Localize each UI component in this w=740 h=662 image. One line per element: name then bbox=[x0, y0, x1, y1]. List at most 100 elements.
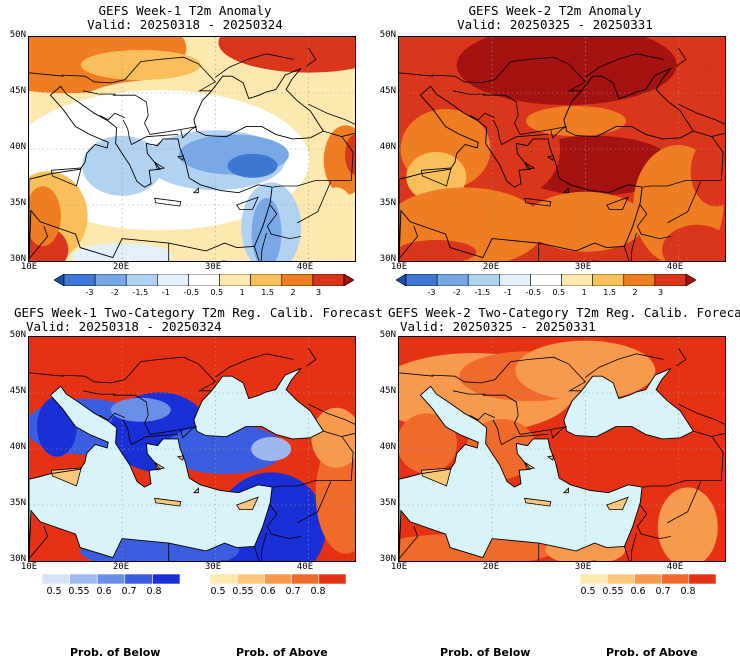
lon-label: 20E bbox=[482, 262, 500, 272]
colorbar-swatch bbox=[467, 274, 500, 286]
country-border bbox=[340, 132, 355, 152]
country-border bbox=[676, 347, 687, 367]
colorbar-tick-label: -1.5 bbox=[474, 288, 491, 297]
coastline bbox=[563, 67, 694, 140]
above-colorbar bbox=[210, 574, 346, 584]
country-border bbox=[260, 232, 267, 261]
lon-label: 30E bbox=[204, 562, 222, 572]
country-border bbox=[399, 72, 434, 77]
lon-label: 10E bbox=[20, 562, 38, 572]
coastline bbox=[50, 167, 82, 187]
coastline bbox=[563, 367, 694, 440]
above-caption: Prob. of Above bbox=[606, 646, 698, 659]
colorbar-tick-label: 0.55 bbox=[602, 586, 624, 597]
colorbar-swatch bbox=[281, 274, 314, 286]
lat-label: 45N bbox=[379, 86, 396, 96]
overlay bbox=[399, 37, 725, 261]
coastline bbox=[193, 67, 324, 140]
country-border bbox=[29, 72, 64, 77]
island-fill bbox=[154, 498, 181, 507]
anomaly-map[interactable] bbox=[398, 36, 726, 262]
colorbar-tick-label: 0.5 bbox=[210, 288, 224, 297]
colorbar-tick-label: -0.5 bbox=[525, 288, 542, 297]
colorbar-swatch bbox=[63, 274, 96, 286]
panel-title: GEFS Week-2 Two-Category T2m Reg. Calib.… bbox=[388, 305, 740, 320]
country-border bbox=[260, 532, 267, 561]
country-border bbox=[61, 356, 216, 392]
colorbar-swatch bbox=[623, 274, 656, 286]
country-border bbox=[452, 90, 486, 95]
panel-title: GEFS Week-1 Two-Category T2m Reg. Calib.… bbox=[14, 305, 383, 320]
colorbar-swatch bbox=[580, 574, 608, 584]
country-border bbox=[266, 504, 302, 540]
country-border bbox=[99, 112, 126, 121]
lon-label: 20E bbox=[112, 262, 130, 272]
colorbar-swatch bbox=[210, 574, 238, 584]
panel-week1-probability: GEFS Week-1 Two-Category T2m Reg. Calib.… bbox=[0, 300, 383, 662]
sea-fill bbox=[29, 386, 273, 561]
lat-label: 35N bbox=[9, 198, 26, 208]
lat-label: 50N bbox=[379, 30, 396, 40]
country-border bbox=[667, 181, 702, 224]
island-fill bbox=[606, 497, 629, 510]
lat-label: 40N bbox=[379, 142, 396, 152]
country-border bbox=[306, 47, 317, 67]
below-caption: Prob. of Below bbox=[70, 646, 161, 659]
shading-area bbox=[110, 397, 171, 422]
sea-fill bbox=[563, 368, 694, 439]
colorbar-tick-label: 1 bbox=[581, 288, 587, 297]
shading-area bbox=[80, 50, 201, 80]
anomaly-map[interactable] bbox=[28, 36, 356, 262]
shading-area bbox=[456, 37, 677, 105]
sea-fill bbox=[399, 386, 643, 561]
probability-map[interactable] bbox=[398, 336, 726, 562]
country-border bbox=[122, 419, 179, 446]
colorbar-tick-label: 0.55 bbox=[68, 586, 90, 597]
colorbar-tick-label: -2 bbox=[452, 288, 461, 297]
map-layers bbox=[29, 37, 355, 261]
colorbar-swatch bbox=[318, 574, 346, 584]
shading-area bbox=[82, 135, 163, 196]
panel-valid-dates: Valid: 20250318 - 20250324 bbox=[87, 17, 283, 32]
lon-label: 10E bbox=[390, 562, 408, 572]
coastline bbox=[193, 367, 324, 440]
coastline bbox=[420, 467, 452, 487]
country-border bbox=[550, 426, 567, 439]
above-colorbar bbox=[580, 574, 716, 584]
colorbar-tick-label: 0.8 bbox=[146, 586, 162, 597]
coastline bbox=[420, 167, 452, 187]
colorbar-tick-label: 0.55 bbox=[232, 586, 254, 597]
colorbar-swatch bbox=[291, 574, 320, 584]
country-border bbox=[272, 130, 354, 188]
country-border bbox=[676, 47, 687, 67]
coastline bbox=[606, 196, 629, 210]
panel-title: GEFS Week-2 T2m Anomaly bbox=[468, 3, 642, 18]
coastline bbox=[236, 196, 259, 210]
colorbar-swatch bbox=[661, 574, 690, 584]
colorbar-swatch bbox=[405, 274, 438, 286]
colorbar-swatch bbox=[69, 574, 98, 584]
colorbar-swatch bbox=[530, 274, 562, 286]
country-border bbox=[112, 94, 197, 135]
coastline bbox=[236, 496, 259, 510]
probability-map[interactable] bbox=[28, 336, 356, 562]
colorbar-tick-label: -3 bbox=[427, 288, 436, 297]
panel-week2-probability: GEFS Week-2 Two-Category T2m Reg. Calib.… bbox=[370, 300, 740, 662]
colorbar-swatch bbox=[654, 274, 687, 286]
shading-area bbox=[314, 187, 355, 261]
shading-area bbox=[525, 106, 626, 136]
country-border bbox=[678, 403, 725, 425]
lat-label: 50N bbox=[9, 330, 26, 340]
panel-valid-dates: Valid: 20250325 - 20250331 bbox=[400, 319, 596, 334]
shading-area bbox=[164, 424, 285, 474]
panel-valid-dates: Valid: 20250318 - 20250324 bbox=[26, 319, 222, 334]
country-border bbox=[452, 390, 486, 395]
country-border bbox=[550, 126, 567, 139]
country-border bbox=[710, 432, 725, 452]
country-border bbox=[122, 119, 179, 146]
coastline bbox=[524, 197, 552, 207]
colorbar-swatch bbox=[499, 274, 531, 286]
colorbar-tick-label: -2 bbox=[110, 288, 119, 297]
country-border bbox=[399, 226, 419, 260]
country-border bbox=[431, 356, 586, 392]
